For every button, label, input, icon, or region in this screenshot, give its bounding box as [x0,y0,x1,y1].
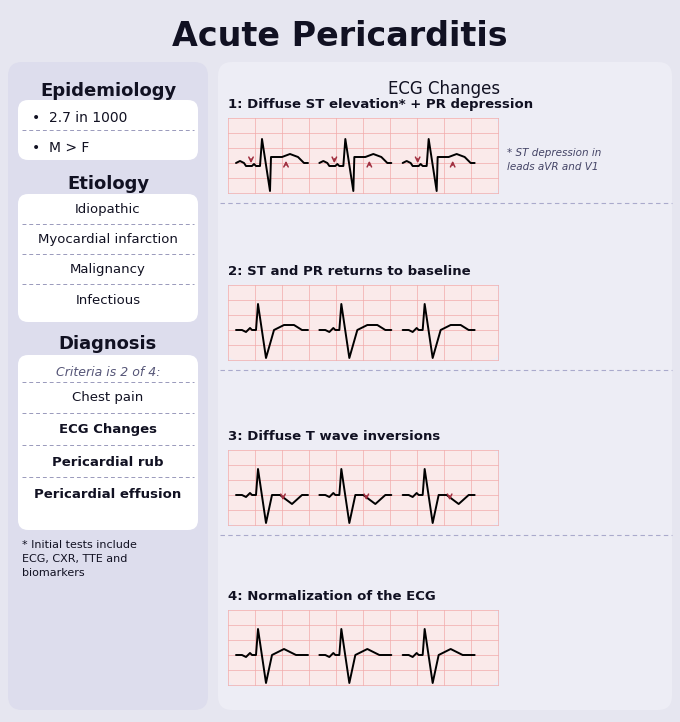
Text: * ST depression in
leads aVR and V1: * ST depression in leads aVR and V1 [507,148,601,172]
Text: Etiology: Etiology [67,175,149,193]
Text: ECG Changes: ECG Changes [388,80,500,98]
Text: •  2.7 in 1000: • 2.7 in 1000 [32,111,127,125]
Text: Pericardial rub: Pericardial rub [52,456,164,469]
Text: Infectious: Infectious [75,294,141,307]
FancyBboxPatch shape [228,450,498,525]
FancyBboxPatch shape [18,194,198,322]
Text: 1: Diffuse ST elevation* + PR depression: 1: Diffuse ST elevation* + PR depression [228,98,533,111]
FancyBboxPatch shape [18,100,198,160]
Text: * Initial tests include
ECG, CXR, TTE and
biomarkers: * Initial tests include ECG, CXR, TTE an… [22,540,137,578]
FancyBboxPatch shape [228,118,498,193]
FancyBboxPatch shape [218,62,672,710]
FancyBboxPatch shape [228,285,498,360]
Text: ECG Changes: ECG Changes [59,424,157,437]
FancyBboxPatch shape [18,355,198,530]
Text: Chest pain: Chest pain [72,391,143,404]
Text: 2: ST and PR returns to baseline: 2: ST and PR returns to baseline [228,265,471,278]
Text: 4: Normalization of the ECG: 4: Normalization of the ECG [228,590,436,603]
Text: Pericardial effusion: Pericardial effusion [35,487,182,500]
Text: Malignancy: Malignancy [70,264,146,277]
Text: •  M > F: • M > F [32,141,89,155]
Text: Epidemiology: Epidemiology [40,82,176,100]
Text: Diagnosis: Diagnosis [59,335,157,353]
Text: 3: Diffuse T wave inversions: 3: Diffuse T wave inversions [228,430,440,443]
FancyBboxPatch shape [228,610,498,685]
Text: Idiopathic: Idiopathic [75,204,141,217]
FancyBboxPatch shape [8,62,208,710]
Text: Acute Pericarditis: Acute Pericarditis [172,19,508,53]
Text: Myocardial infarction: Myocardial infarction [38,233,178,246]
Text: Criteria is 2 of 4:: Criteria is 2 of 4: [56,365,160,378]
